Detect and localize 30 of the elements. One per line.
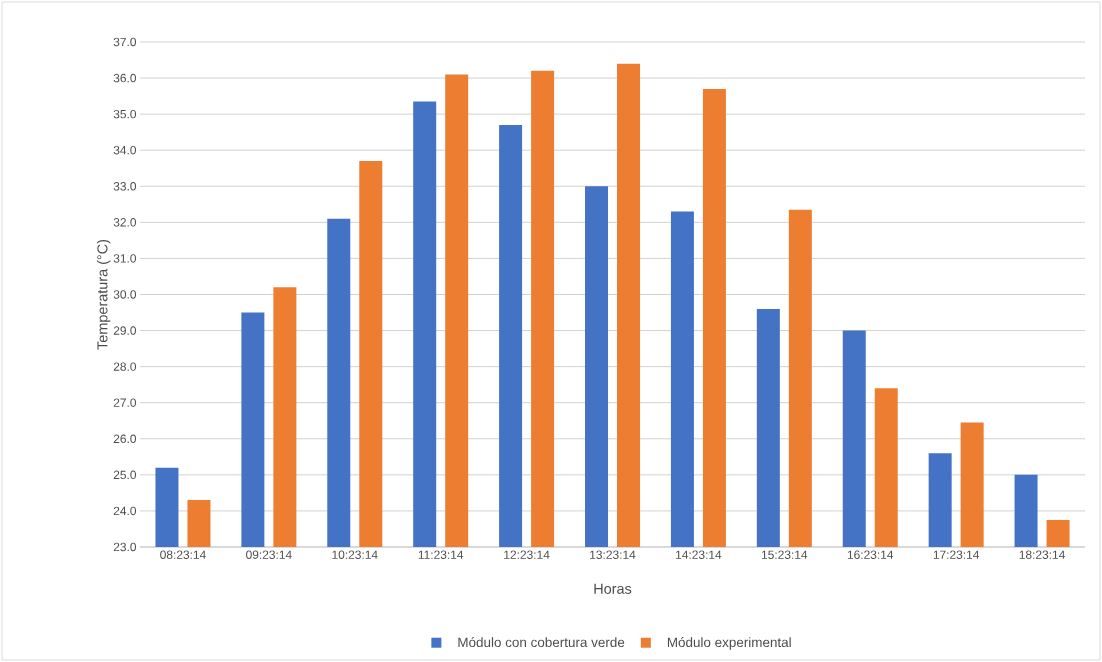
y-tick-label: 32.0 xyxy=(113,218,137,227)
legend-label: Módulo experimental xyxy=(667,637,791,650)
y-tick-label: 25.0 xyxy=(113,470,137,480)
y-tick-label: 27.0 xyxy=(113,398,137,407)
y-tick-label: 23.0 xyxy=(113,542,137,552)
x-tick-label: 13:23:14 xyxy=(590,550,636,559)
x-tick-label: 09:23:14 xyxy=(246,550,292,559)
x-tick-label: 11:23:14 xyxy=(418,550,464,559)
y-tick-label: 29.0 xyxy=(113,326,137,335)
x-tick-label: 17:23:14 xyxy=(933,550,980,559)
y-tick-label: 31.0 xyxy=(113,254,137,263)
y-tick-label: 34.0 xyxy=(113,145,137,155)
x-tick-label: 16:23:14 xyxy=(847,550,894,559)
y-axis-title: Temperatura (°C) xyxy=(96,239,111,350)
y-tick-label: 24.0 xyxy=(113,506,137,516)
x-tick-label: 08:23:14 xyxy=(160,550,206,559)
y-tick-label: 37.0 xyxy=(113,37,137,47)
x-tick-label: 10:23:14 xyxy=(332,550,378,559)
y-tick-label: 30.0 xyxy=(113,290,137,299)
y-tick-label: 35.0 xyxy=(113,109,137,119)
x-tick-label: 12:23:14 xyxy=(504,550,550,559)
x-tick-label: 14:23:14 xyxy=(676,550,722,559)
x-tick-label: 15:23:14 xyxy=(761,550,808,559)
y-tick-label: 36.0 xyxy=(113,73,137,83)
legend-label: Módulo con cobertura verde xyxy=(458,637,625,648)
x-tick-label: 18:23:14 xyxy=(1019,550,1065,559)
x-axis-title: Horas xyxy=(594,583,632,594)
y-tick-label: 26.0 xyxy=(113,434,137,443)
y-tick-label: 33.0 xyxy=(113,182,137,191)
y-tick-label: 28.0 xyxy=(113,362,137,371)
